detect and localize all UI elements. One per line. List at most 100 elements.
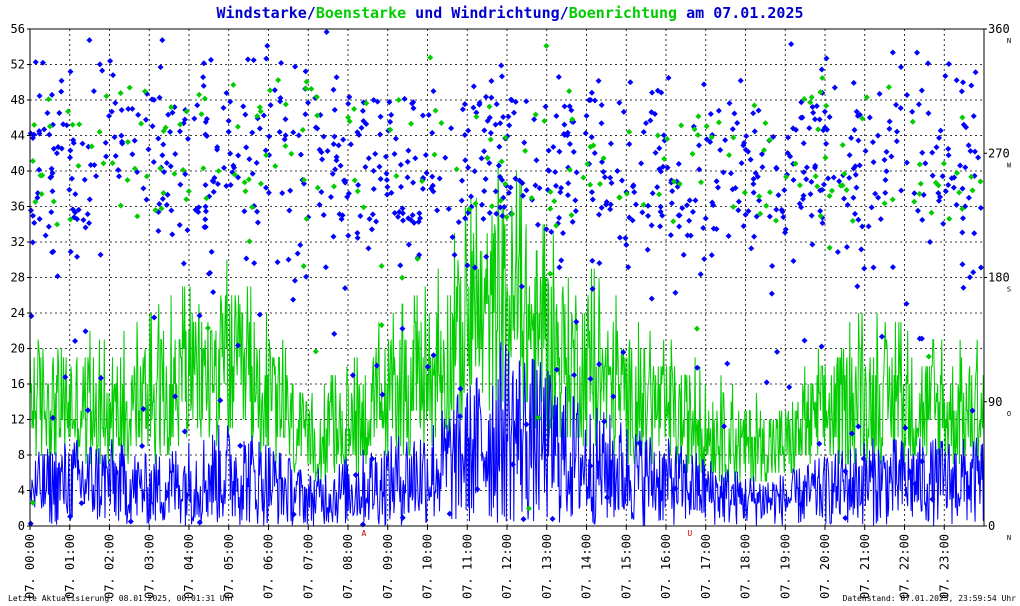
gust-direction-point <box>314 184 321 191</box>
wind-direction-point <box>462 215 469 222</box>
wind-direction-point <box>728 170 735 177</box>
gust-direction-point <box>708 134 715 141</box>
wind-direction-point <box>67 513 74 520</box>
wind-direction-point <box>161 168 168 175</box>
wind-direction-point <box>31 131 38 138</box>
wind-direction-point <box>333 157 340 164</box>
gust-direction-point <box>566 166 573 173</box>
wind-direction-point <box>972 69 979 76</box>
wind-direction-point <box>27 207 34 214</box>
wind-direction-point <box>464 262 471 269</box>
wind-direction-point <box>374 98 381 105</box>
wind-direction-point <box>150 158 157 165</box>
wind-direction-point <box>667 232 674 239</box>
wind-direction-point <box>254 208 261 215</box>
gust-direction-point <box>580 174 587 181</box>
wind-direction-point <box>587 375 594 382</box>
wind-direction-point <box>251 260 258 267</box>
wind-direction-point <box>263 184 270 191</box>
gust-direction-point <box>616 194 623 201</box>
wind-direction-point <box>875 194 882 201</box>
wind-direction-point <box>67 154 74 161</box>
x-tick-label: 07. 16:00 <box>659 534 673 599</box>
wind-direction-point <box>657 223 664 230</box>
wind-direction-point <box>324 148 331 155</box>
wind-direction-point <box>915 101 922 108</box>
wind-direction-point <box>488 78 495 85</box>
gust-direction-point <box>183 108 190 115</box>
title-part-7: am 07.01.2025 <box>677 4 803 22</box>
wind-direction-point <box>424 363 431 370</box>
gust-direction-point <box>828 187 835 194</box>
wind-direction-point <box>376 163 383 170</box>
wind-direction-point <box>271 87 278 94</box>
wind-direction-point <box>157 64 164 71</box>
wind-direction-point <box>159 152 166 159</box>
wind-direction-point <box>347 141 354 148</box>
wind-direction-point <box>323 29 330 36</box>
wind-direction-point <box>86 196 93 203</box>
wind-direction-point <box>359 107 366 114</box>
gust-direction-point <box>841 170 848 177</box>
wind-direction-point <box>904 92 911 99</box>
wind-direction-point <box>488 94 495 101</box>
gust-direction-point <box>823 102 830 109</box>
wind-direction-point <box>267 102 274 109</box>
wind-direction-point <box>697 271 704 278</box>
wind-direction-point <box>595 77 602 84</box>
wind-direction-point <box>278 59 285 66</box>
gust-direction-point <box>730 134 737 141</box>
wind-direction-point <box>41 126 48 133</box>
wind-direction-point <box>429 129 436 136</box>
gust-direction-point <box>134 213 141 220</box>
wind-direction-point <box>957 162 964 169</box>
wind-direction-point <box>459 177 466 184</box>
gust-direction-point <box>925 353 932 360</box>
wind-direction-point <box>368 226 375 233</box>
wind-direction-point <box>566 103 573 110</box>
wind-direction-point <box>184 227 191 234</box>
gust-direction-point <box>65 108 72 115</box>
wind-direction-point <box>850 79 857 86</box>
wind-direction-point <box>254 219 261 226</box>
gust-direction-point <box>308 85 315 92</box>
wind-direction-point <box>842 515 849 522</box>
wind-direction-point <box>694 364 701 371</box>
wind-direction-point <box>139 443 146 450</box>
compass-label: N <box>1007 37 1011 45</box>
wind-direction-point <box>740 142 747 149</box>
wind-direction-point <box>303 273 310 280</box>
wind-direction-point <box>854 112 861 119</box>
wind-direction-point <box>591 97 598 104</box>
wind-direction-point <box>253 159 260 166</box>
wind-direction-point <box>907 468 914 475</box>
gust-direction-point <box>29 158 36 165</box>
gust-direction-point <box>917 180 924 187</box>
wind-direction-point <box>227 98 234 105</box>
wind-direction-point <box>103 153 110 160</box>
x-tick-label: 07. 11:00 <box>460 534 474 599</box>
wind-direction-point <box>715 184 722 191</box>
wind-direction-point <box>291 277 298 284</box>
wind-direction-point <box>640 129 647 136</box>
wind-direction-point <box>50 145 57 152</box>
gust-direction-point <box>185 188 192 195</box>
gust-direction-point <box>303 215 310 222</box>
wind-direction-point <box>415 218 422 225</box>
wind-direction-point <box>297 242 304 249</box>
gust-direction-point <box>272 163 279 170</box>
gust-direction-point <box>75 162 82 169</box>
wind-direction-point <box>294 250 301 257</box>
gust-series <box>29 162 985 483</box>
wind-direction-point <box>487 129 494 136</box>
wind-direction-point <box>629 217 636 224</box>
wind-direction-point <box>207 56 214 63</box>
wind-direction-point <box>256 125 263 132</box>
wind-direction-point <box>36 166 43 173</box>
wind-direction-point <box>813 102 820 109</box>
wind-direction-point <box>948 175 955 182</box>
gust-direction-point <box>100 160 107 167</box>
wind-direction-point <box>686 217 693 224</box>
gust-direction-point <box>198 111 205 118</box>
wind-direction-point <box>622 235 629 242</box>
